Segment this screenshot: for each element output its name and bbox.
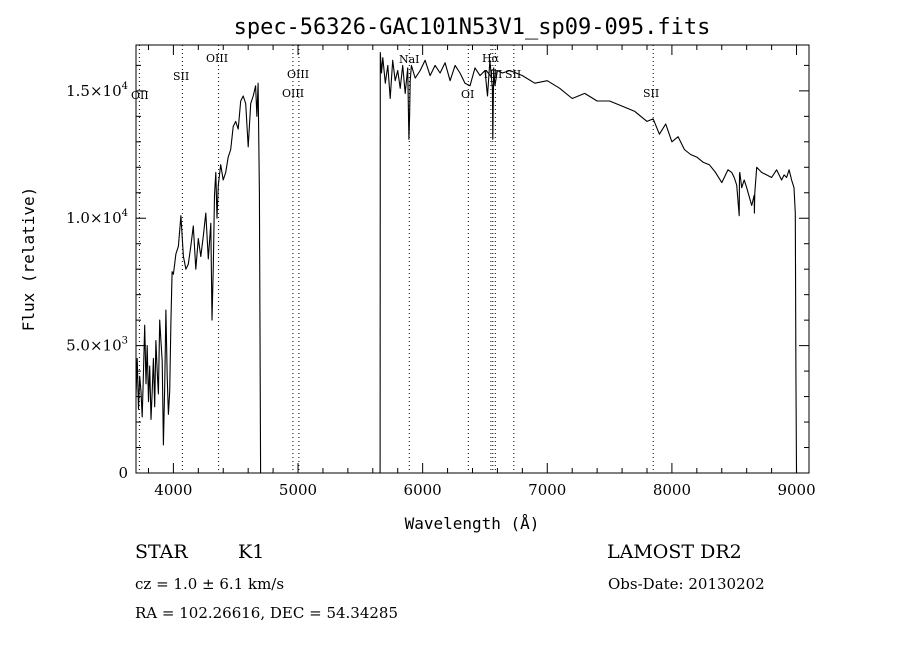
redshift-text: cz = 1.0 ± 6.1 km/s <box>135 575 285 593</box>
y-tick-label-0: 0 <box>118 464 128 482</box>
x-tick-label-5: 9000 <box>777 481 815 499</box>
label-oiii-4363: OIII <box>206 52 228 65</box>
x-tick-label-1: 5000 <box>279 481 317 499</box>
x-tick-label-2: 6000 <box>404 481 442 499</box>
y-tick-label-1: 5.0×103 <box>66 336 128 355</box>
label-oii: OII <box>131 89 149 102</box>
label-sii-4072: SII <box>173 70 189 83</box>
y-tick-label-3: 1.5×104 <box>66 81 128 100</box>
x-tick-label-0: 4000 <box>154 481 192 499</box>
y-tick-label-2: 1.0×104 <box>66 208 128 227</box>
label-sii-7850: SII <box>643 87 659 100</box>
label-oi: OI <box>461 88 474 101</box>
label-halpha: Hα <box>482 52 500 65</box>
y-axis-label: Flux (relative) <box>19 187 38 332</box>
label-oiii-4959: OIII <box>287 68 309 81</box>
label-sii-6731: SII <box>505 68 521 81</box>
x-tick-label-3: 7000 <box>528 481 566 499</box>
x-tick-label-4: 8000 <box>653 481 691 499</box>
spectrum-line <box>135 52 798 474</box>
coords-text: RA = 102.26616, DEC = 54.34285 <box>135 604 399 622</box>
survey-label: LAMOST DR2 <box>607 541 742 563</box>
obs-date-text: Obs-Date: 20130202 <box>608 575 765 593</box>
chart-title: spec-56326-GAC101N53V1_sp09-095.fits <box>234 15 711 40</box>
x-axis-label: Wavelength (Å) <box>405 514 540 533</box>
subclass-label: K1 <box>238 541 265 563</box>
class-label: STAR <box>135 541 188 563</box>
plot-frame <box>135 44 810 474</box>
label-oiii-5007: OIII <box>282 87 304 100</box>
label-nii: NII <box>484 68 502 81</box>
label-nai: NaI <box>399 53 420 66</box>
